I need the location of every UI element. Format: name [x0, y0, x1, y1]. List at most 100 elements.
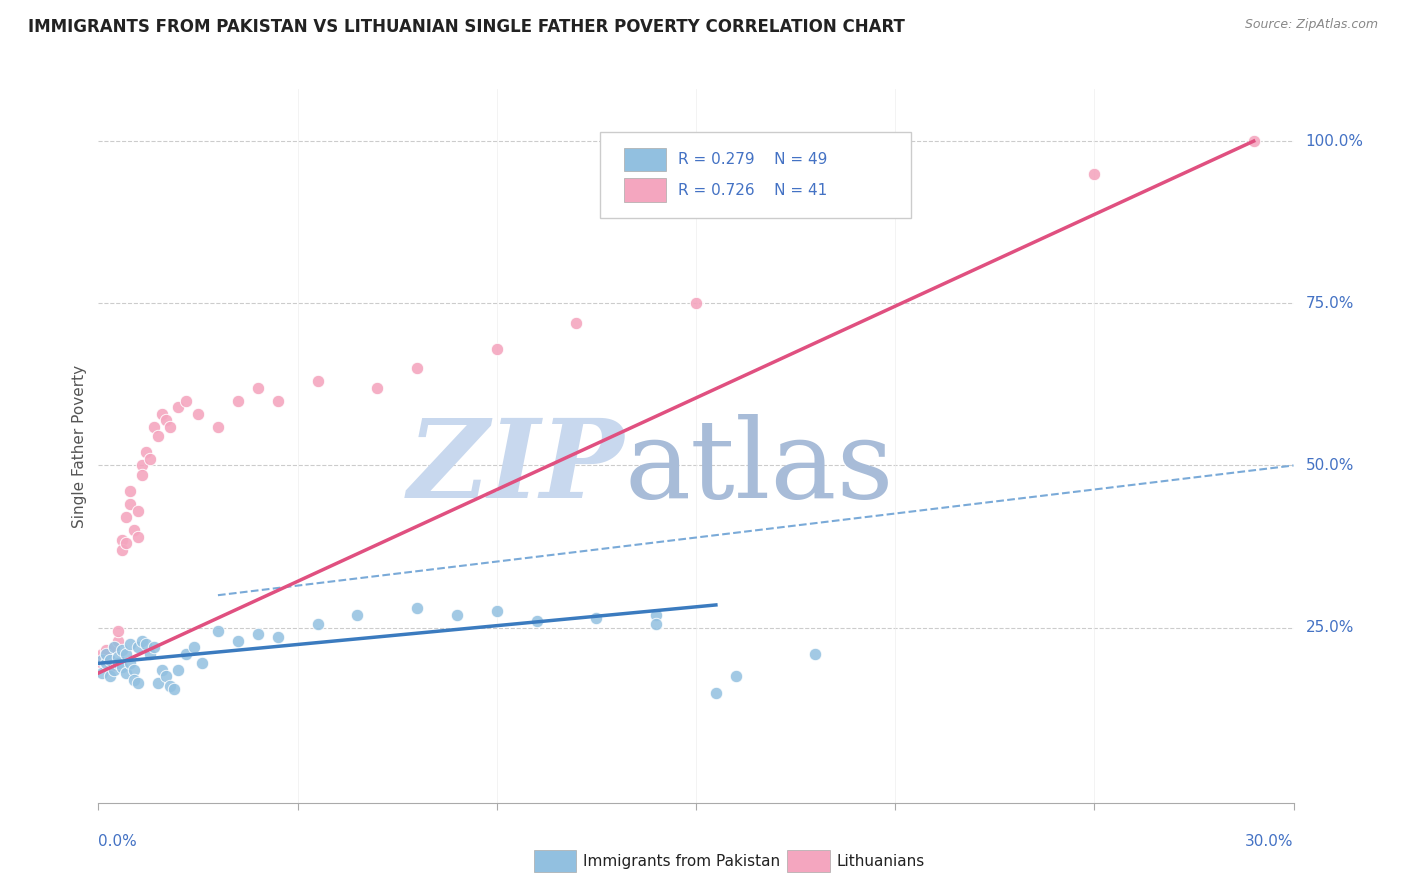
Text: ZIP: ZIP [408, 414, 624, 521]
Point [131, 633, 153, 648]
Point [645, 617, 668, 632]
FancyBboxPatch shape [624, 178, 666, 202]
Point [346, 607, 368, 622]
Point [115, 666, 138, 681]
Point [115, 510, 138, 524]
Point [167, 663, 190, 677]
Point [565, 316, 588, 330]
FancyBboxPatch shape [624, 148, 666, 171]
Point [139, 452, 162, 467]
Point [107, 649, 129, 664]
Point [96, 657, 118, 671]
Point [183, 640, 205, 654]
Point [1083, 167, 1105, 181]
Point [143, 419, 166, 434]
Text: R = 0.279    N = 49: R = 0.279 N = 49 [678, 152, 827, 167]
Point [103, 663, 125, 677]
Point [115, 536, 138, 550]
Point [167, 400, 190, 414]
Point [155, 413, 177, 427]
Text: Immigrants from Pakistan: Immigrants from Pakistan [583, 855, 780, 869]
Point [139, 647, 162, 661]
Point [366, 381, 388, 395]
Point [107, 657, 129, 671]
Point [704, 685, 727, 699]
Point [585, 611, 607, 625]
Point [111, 659, 134, 673]
Point [127, 675, 149, 690]
Point [150, 663, 173, 677]
Text: 100.0%: 100.0% [1305, 134, 1364, 149]
Point [804, 647, 827, 661]
Point [174, 393, 197, 408]
Text: 50.0%: 50.0% [1305, 458, 1354, 473]
Point [135, 637, 157, 651]
Point [207, 624, 229, 638]
Point [111, 533, 134, 547]
Text: R = 0.726    N = 41: R = 0.726 N = 41 [678, 183, 827, 198]
Point [685, 296, 707, 310]
Point [131, 468, 153, 483]
Point [155, 669, 177, 683]
Text: 25.0%: 25.0% [1305, 620, 1354, 635]
Point [127, 504, 149, 518]
Point [485, 342, 508, 356]
Text: 75.0%: 75.0% [1305, 296, 1354, 310]
Point [159, 419, 181, 434]
Point [98, 669, 122, 683]
Text: Lithuanians: Lithuanians [837, 855, 925, 869]
Point [124, 663, 146, 677]
Text: 30.0%: 30.0% [1246, 834, 1294, 849]
Point [150, 407, 173, 421]
Point [446, 607, 468, 622]
Point [226, 633, 249, 648]
Point [406, 601, 429, 615]
Point [120, 637, 142, 651]
Text: atlas: atlas [624, 414, 894, 521]
Point [103, 640, 125, 654]
Point [111, 542, 134, 557]
Point [91, 666, 114, 681]
Point [526, 614, 548, 628]
Point [191, 657, 214, 671]
Point [91, 647, 114, 661]
Point [96, 647, 118, 661]
Point [98, 653, 122, 667]
Point [98, 659, 122, 673]
Point [91, 657, 114, 671]
Point [96, 649, 118, 664]
Point [107, 633, 129, 648]
Point [645, 607, 668, 622]
Text: IMMIGRANTS FROM PAKISTAN VS LITHUANIAN SINGLE FATHER POVERTY CORRELATION CHART: IMMIGRANTS FROM PAKISTAN VS LITHUANIAN S… [28, 18, 905, 36]
Point [124, 524, 146, 538]
Point [207, 419, 229, 434]
Point [246, 381, 269, 395]
Point [120, 484, 142, 499]
Point [143, 640, 166, 654]
Point [148, 675, 170, 690]
Point [103, 640, 125, 654]
Text: 0.0%: 0.0% [98, 834, 138, 849]
Point [107, 624, 129, 638]
Point [267, 393, 290, 408]
Point [406, 361, 429, 376]
Point [111, 643, 134, 657]
Point [124, 673, 146, 687]
Point [127, 530, 149, 544]
Point [485, 604, 508, 618]
Point [96, 643, 118, 657]
Point [91, 653, 114, 667]
Point [246, 627, 269, 641]
FancyBboxPatch shape [600, 132, 911, 218]
Point [131, 458, 153, 473]
Point [120, 657, 142, 671]
Point [187, 407, 209, 421]
Point [724, 669, 747, 683]
Y-axis label: Single Father Poverty: Single Father Poverty [72, 365, 87, 527]
Point [226, 393, 249, 408]
Point [127, 640, 149, 654]
Point [163, 682, 186, 697]
Point [1243, 134, 1265, 148]
Point [307, 374, 329, 388]
Text: Source: ZipAtlas.com: Source: ZipAtlas.com [1244, 18, 1378, 31]
